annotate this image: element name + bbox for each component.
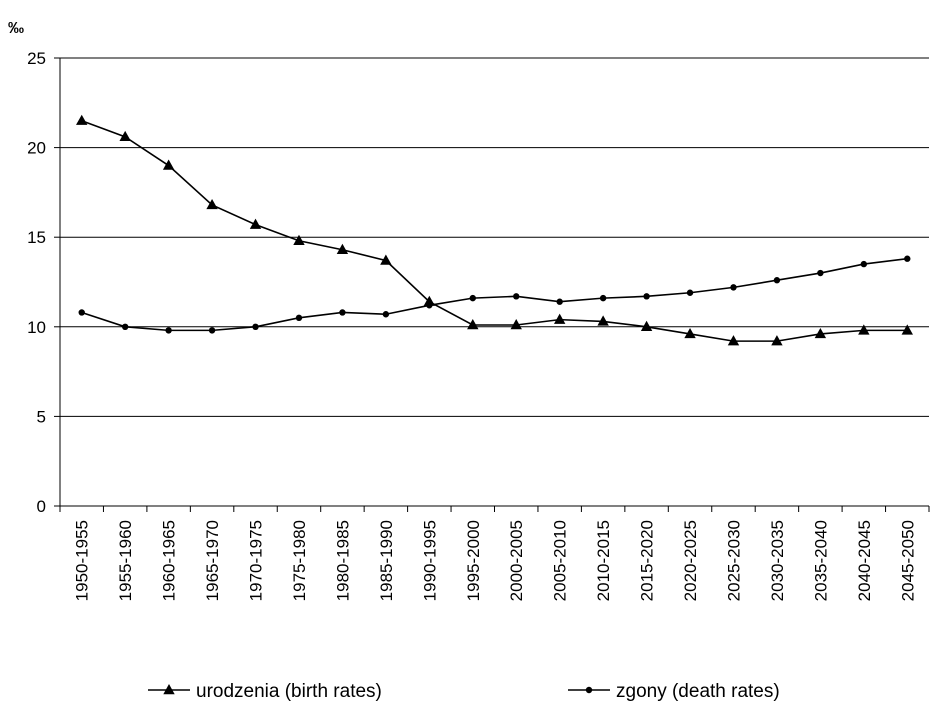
y-tick-label: 0: [37, 497, 46, 516]
x-tick-label: 2040-2045: [855, 520, 874, 601]
data-point-circle: [165, 327, 172, 334]
series-line: [81, 257, 908, 332]
legend-label: urodzenia (birth rates): [196, 681, 382, 702]
data-point-triangle: [467, 319, 479, 330]
x-tick-label: 1950-1955: [73, 520, 92, 601]
gridlines: [60, 57, 929, 417]
data-point-circle: [599, 294, 607, 302]
x-tick-label: 2030-2035: [768, 520, 787, 601]
x-tick-label: 1995-2000: [464, 520, 483, 601]
data-point-circle: [252, 323, 259, 330]
data-point-circle: [382, 311, 390, 318]
data-point-triangle: [293, 234, 305, 245]
axes: 0 5 10 15 20 25 1950-1955 1955-1960 1960-1965 196…: [27, 49, 930, 601]
data-point-circle: [426, 302, 433, 309]
data-point-triangle: [336, 243, 349, 254]
data-point-triangle: [901, 324, 913, 335]
legend-marker-circle: [585, 686, 593, 694]
series-line: [81, 119, 908, 342]
x-tick-label: 2020-2025: [681, 520, 700, 601]
data-point-triangle: [76, 114, 88, 125]
series-1: [76, 114, 913, 346]
x-tick-label: 2000-2005: [507, 520, 526, 601]
data-point-circle: [513, 293, 520, 300]
data-point-circle: [78, 309, 85, 316]
x-tick-label: 2010-2015: [594, 520, 613, 601]
x-tick-label: 1980-1985: [333, 520, 352, 601]
data-point-triangle: [727, 335, 740, 346]
x-tick-label: 1960-1965: [160, 520, 179, 601]
x-tick-label: 1955-1960: [116, 520, 135, 601]
x-tick-label: 2045-2050: [898, 520, 917, 601]
data-point-circle: [817, 269, 824, 277]
legend-item: zgony (death rates): [568, 681, 780, 702]
series-layer: [76, 114, 913, 346]
x-tick-label: 2025-2030: [724, 520, 743, 601]
y-tick-label: 25: [27, 49, 46, 68]
data-point-circle: [208, 327, 216, 334]
y-tick-label: 20: [27, 139, 46, 158]
data-point-triangle: [249, 218, 262, 229]
legend-item: urodzenia (birth rates): [148, 681, 382, 702]
data-point-circle: [121, 323, 129, 330]
y-unit-label: ‰: [8, 20, 24, 37]
data-point-triangle: [858, 324, 870, 335]
data-point-circle: [643, 293, 650, 300]
data-point-circle: [904, 255, 911, 262]
y-tick-label: 15: [27, 228, 46, 247]
data-point-triangle: [771, 335, 783, 346]
data-point-triangle: [119, 130, 131, 142]
data-point-triangle: [380, 254, 392, 265]
x-tick-label: 1975-1980: [290, 520, 309, 601]
series-2: [78, 255, 911, 334]
data-point-circle: [730, 284, 737, 291]
data-point-triangle: [640, 320, 653, 331]
data-point-triangle: [814, 327, 827, 339]
data-point-triangle: [206, 198, 218, 210]
data-point-triangle: [553, 313, 566, 324]
data-point-triangle: [684, 327, 696, 339]
x-tick-label: 1985-1990: [377, 520, 396, 601]
data-point-circle: [469, 294, 476, 302]
data-point-triangle: [423, 295, 436, 306]
y-tick-label: 10: [27, 318, 46, 337]
data-point-triangle: [597, 315, 609, 326]
x-tick-label: 1970-1975: [247, 520, 266, 601]
data-point-circle: [339, 309, 346, 316]
legend-marker-triangle: [163, 684, 175, 695]
legend-label: zgony (death rates): [616, 681, 780, 702]
data-point-triangle: [162, 159, 175, 170]
data-point-circle: [860, 260, 868, 268]
data-point-triangle: [510, 319, 522, 330]
legend: urodzenia (birth rates) zgony (death rate…: [148, 681, 780, 702]
x-tick-label: 1965-1970: [203, 520, 222, 601]
data-point-circle: [773, 277, 781, 284]
data-point-circle: [295, 314, 303, 322]
x-tick-label: 2035-2040: [811, 520, 830, 601]
data-point-circle: [686, 289, 694, 296]
x-tick-label: 2015-2020: [638, 520, 657, 601]
x-tick-label: 1990-1995: [420, 520, 439, 601]
y-tick-label: 5: [37, 407, 46, 426]
x-tick-label: 2005-2010: [551, 520, 570, 601]
data-point-circle: [556, 298, 563, 305]
